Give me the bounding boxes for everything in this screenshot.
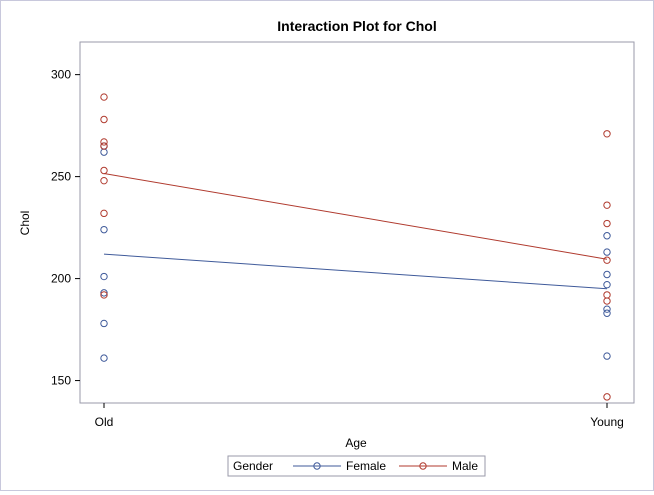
male-data-point xyxy=(100,115,108,124)
x-axis: Old Young xyxy=(95,403,624,429)
x-tick-label: Young xyxy=(590,415,624,429)
legend-entries: Female Male xyxy=(293,459,478,473)
male-data-point xyxy=(603,256,611,264)
series-layer xyxy=(100,93,611,401)
male-data-point xyxy=(100,176,108,185)
female-data-point xyxy=(603,309,611,317)
y-tick-label: 200 xyxy=(51,272,71,286)
y-tick-label: 250 xyxy=(51,170,71,184)
female-data-point xyxy=(603,352,611,360)
female-data-point xyxy=(100,225,108,234)
female-data-point xyxy=(100,289,108,297)
female-data-point xyxy=(603,248,611,256)
legend-male-label: Male xyxy=(452,459,478,473)
female-mean-line xyxy=(103,253,608,290)
male-data-point xyxy=(603,297,611,305)
chart-title: Interaction Plot for Chol xyxy=(277,18,436,34)
male-data-point xyxy=(603,393,611,401)
male-mean-line xyxy=(103,173,608,260)
legend: Gender Female Male xyxy=(227,455,486,477)
y-tick-label: 150 xyxy=(51,374,71,388)
plot-area xyxy=(79,41,635,404)
male-data-point xyxy=(603,201,611,209)
y-tick-label: 300 xyxy=(51,68,71,82)
female-data-point xyxy=(603,281,611,289)
male-data-point xyxy=(100,291,108,299)
female-data-point xyxy=(100,272,108,281)
male-data-point xyxy=(100,142,108,150)
male-data-point xyxy=(100,209,108,218)
male-data-point xyxy=(100,138,108,146)
female-data-point xyxy=(100,354,108,362)
y-axis-label: Chol xyxy=(18,211,32,236)
male-data-point xyxy=(100,166,108,175)
legend-female-label: Female xyxy=(346,459,386,473)
legend-male-marker xyxy=(419,462,427,470)
x-tick-label: Old xyxy=(95,415,114,429)
male-data-point xyxy=(603,130,611,138)
legend-female-marker xyxy=(313,462,321,470)
female-data-point xyxy=(603,270,611,279)
female-data-point xyxy=(603,232,611,240)
female-data-point xyxy=(100,319,108,328)
male-data-point xyxy=(603,219,611,228)
legend-title: Gender xyxy=(233,459,273,473)
legend-box xyxy=(227,455,486,477)
x-axis-label: Age xyxy=(345,436,367,450)
y-axis: 150 200 250 300 xyxy=(51,68,80,388)
male-data-point xyxy=(100,93,108,101)
female-data-point xyxy=(603,305,611,313)
